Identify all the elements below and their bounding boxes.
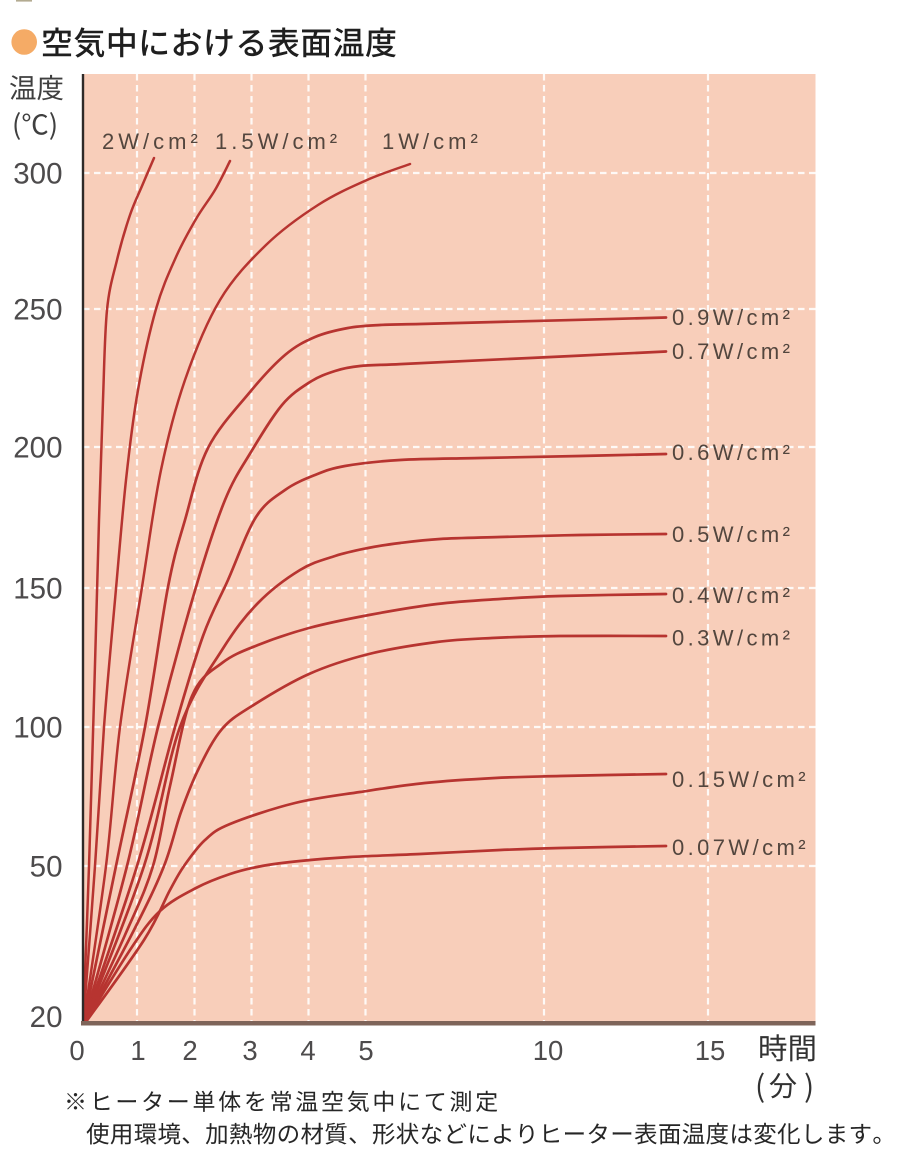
svg-text:0.07W/cm²: 0.07W/cm² [672, 835, 809, 860]
svg-text:1: 1 [130, 1035, 145, 1066]
svg-text:1W/cm²: 1W/cm² [382, 129, 482, 154]
svg-text:0.5W/cm²: 0.5W/cm² [672, 522, 793, 547]
svg-text:0.9W/cm²: 0.9W/cm² [672, 305, 793, 330]
svg-text:250: 250 [13, 294, 62, 327]
svg-text:150: 150 [13, 573, 62, 606]
svg-text:200: 200 [13, 432, 62, 465]
svg-text:0: 0 [69, 1035, 84, 1066]
svg-text:5: 5 [358, 1035, 373, 1066]
svg-text:3: 3 [242, 1035, 257, 1066]
svg-text:300: 300 [13, 158, 62, 191]
svg-text:15: 15 [695, 1035, 726, 1066]
svg-text:0.6W/cm²: 0.6W/cm² [672, 440, 793, 465]
svg-text:0.4W/cm²: 0.4W/cm² [672, 583, 793, 608]
svg-text:0.3W/cm²: 0.3W/cm² [672, 625, 793, 650]
svg-text:50: 50 [30, 851, 63, 884]
svg-text:2: 2 [182, 1035, 197, 1066]
svg-text:1.5W/cm²: 1.5W/cm² [215, 129, 341, 154]
svg-text:0.15W/cm²: 0.15W/cm² [672, 767, 809, 792]
svg-text:10: 10 [533, 1035, 564, 1066]
svg-text:0.7W/cm²: 0.7W/cm² [672, 339, 793, 364]
svg-text:20: 20 [30, 1001, 63, 1034]
svg-text:2W/cm²: 2W/cm² [102, 129, 202, 154]
svg-text:4: 4 [300, 1035, 315, 1066]
svg-text:100: 100 [13, 712, 62, 745]
